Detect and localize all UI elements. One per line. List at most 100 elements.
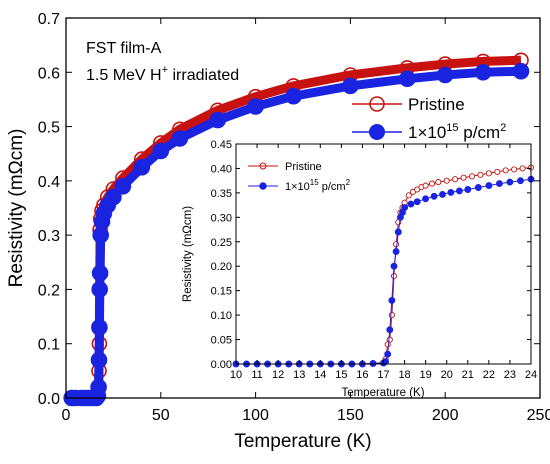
inset-y-tick-label: 0.30 xyxy=(211,212,232,224)
inset-y-tick-label: 0.15 xyxy=(211,286,232,298)
inset-x-tick-label: 12 xyxy=(272,369,284,381)
main-x-tick-label: 150 xyxy=(337,407,364,424)
inset-series-1-point xyxy=(422,195,430,203)
inset-x-tick-label: 20 xyxy=(441,369,453,381)
main-y-tick-label: 0.2 xyxy=(38,282,60,299)
main-plot: 0 50 100 150 200 250 0.0 0.1 0.2 0.3 0.4 0.5 0.6 0.7… xyxy=(6,11,550,452)
inset-x-tick-label: 11 xyxy=(251,369,262,381)
inset-series-1-point xyxy=(384,350,392,358)
main-series-1-point xyxy=(171,130,189,147)
inset-series-1-point xyxy=(413,198,421,206)
main-y-tick-label: 0.3 xyxy=(38,228,60,245)
inset-background xyxy=(236,144,531,364)
inset-x-ticks: 10 11 12 13 14 15 16 17 18 19 20 21 22 23 24 xyxy=(230,144,537,381)
inset-x-axis-label: Temperature (K) xyxy=(341,387,424,399)
inset-series-0-point xyxy=(405,192,412,199)
inset-x-tick-label: 16 xyxy=(356,369,368,381)
main-series-1-point xyxy=(90,351,108,369)
inset-x-tick-label: 14 xyxy=(314,369,326,381)
inset-x-tick-label: 15 xyxy=(335,369,347,381)
inset-series-1-point xyxy=(382,358,390,366)
inset-series-0-point xyxy=(477,171,484,178)
annotation-irradiation-rest: irradiated xyxy=(168,67,239,84)
annotation-irradiation: 1.5 MeV H+ irradiated xyxy=(86,64,239,84)
main-x-tick-label: 250 xyxy=(527,407,550,424)
main-series-1-point xyxy=(114,178,132,195)
inset-x-tick-label: 23 xyxy=(504,369,516,381)
main-legend-irr-a: 1×10 xyxy=(408,123,446,142)
main-legend-label-irradiated: 1×1015 p/cm2 xyxy=(408,122,506,142)
inset-legend-irr-a: 1×10 xyxy=(285,181,310,193)
inset-series-0-point xyxy=(460,174,467,181)
main-plot-frame xyxy=(65,17,541,399)
inset-series-0-point xyxy=(388,312,395,319)
inset-x-tick-label: 17 xyxy=(377,369,389,381)
inset-series-1-point xyxy=(392,248,400,256)
main-legend-marker-irradiated xyxy=(369,124,385,140)
inset-x-tick-label: 10 xyxy=(230,369,242,381)
inset-series-1-point xyxy=(430,192,438,200)
inset-legend-marker-pristine xyxy=(259,162,267,170)
inset-series-1-point xyxy=(439,190,446,198)
main-series-1-point xyxy=(512,62,530,80)
inset-y-ticks: 0.00 0.05 0.10 0.15 0.20 0.25 0.30 0.35 0.40 0.45 xyxy=(211,139,531,371)
inset-series-1-point xyxy=(386,326,394,334)
main-series-1-point xyxy=(436,66,454,84)
main-series-1-point xyxy=(398,70,416,88)
inset-x-tick-label: 24 xyxy=(525,369,537,381)
inset-series-0-point xyxy=(494,168,501,175)
inset-series-1-point xyxy=(517,177,524,185)
inset-series-1-point xyxy=(455,187,463,195)
main-series-1-point xyxy=(133,159,151,176)
main-x-tick-label: 100 xyxy=(242,407,269,424)
main-y-tick-label: 0.7 xyxy=(38,11,60,28)
inset-x-tick-label: 19 xyxy=(420,369,432,381)
main-legend-marker-pristine xyxy=(369,96,385,112)
inset-series-0-point xyxy=(428,180,436,187)
inset-legend-marker-irradiated xyxy=(259,182,267,190)
inset-legend-irr-b: p/cm xyxy=(319,181,346,193)
inset-series-1-point xyxy=(495,180,503,188)
main-x-tick-label: 0 xyxy=(62,407,71,424)
main-series-1-point xyxy=(90,378,107,396)
inset-y-axis-label: Resistivity (mΩcm) xyxy=(182,206,194,302)
annotation-irradiation-sup: + xyxy=(162,64,168,76)
inset-series-0-point xyxy=(422,182,429,189)
inset-series-1-point xyxy=(464,186,472,193)
inset-y-tick-label: 0.25 xyxy=(211,237,232,249)
inset-x-tick-label: 13 xyxy=(293,369,305,381)
main-x-ticks: 0 50 100 150 200 250 xyxy=(62,18,550,424)
annotation-sample: FST film-A xyxy=(86,40,162,57)
main-y-axis-label: Resistivity (mΩcm) xyxy=(6,129,27,288)
inset-plot: 10 11 12 13 14 15 16 17 18 19 20 21 22 23 24 0.000.050… xyxy=(182,139,537,399)
annotation-irradiation-main: 1.5 MeV H xyxy=(86,67,162,84)
main-series-1-point xyxy=(209,111,226,129)
inset-series-0-point xyxy=(485,170,492,177)
inset-legend: Pristine 1×1015 p/cm2 xyxy=(248,161,351,193)
inset-legend-irr-sup2: 2 xyxy=(346,178,351,187)
inset-series-0-point xyxy=(435,179,442,186)
inset-series-1-point xyxy=(394,228,402,236)
inset-x-tick-label: 21 xyxy=(462,369,474,381)
main-y-tick-label: 0.4 xyxy=(38,174,60,191)
inset-y-tick-label: 0.10 xyxy=(211,310,232,322)
inset-series-1-point xyxy=(474,184,482,191)
main-series-1-point xyxy=(92,226,109,244)
main-y-tick-label: 0.1 xyxy=(38,337,60,354)
main-x-tick-label: 200 xyxy=(432,407,459,424)
inset-y-tick-label: 0.05 xyxy=(211,335,232,347)
inset-series-0-point xyxy=(452,176,459,183)
main-legend-irr-sup1: 15 xyxy=(446,122,458,134)
main-series-1-point xyxy=(342,77,359,95)
inset-series-1-point xyxy=(388,296,396,304)
inset-legend-label-pristine: Pristine xyxy=(285,161,322,173)
inset-series-1-point xyxy=(447,188,455,196)
main-legend-irr-sup2: 2 xyxy=(500,122,506,134)
main-legend-label-pristine: Pristine xyxy=(408,95,465,114)
inset-legend-label-irradiated: 1×1015 p/cm2 xyxy=(285,178,351,193)
main-y-tick-label: 0.6 xyxy=(38,65,60,82)
inset-series-0-point xyxy=(443,177,450,184)
inset-x-tick-label: 18 xyxy=(398,369,410,381)
